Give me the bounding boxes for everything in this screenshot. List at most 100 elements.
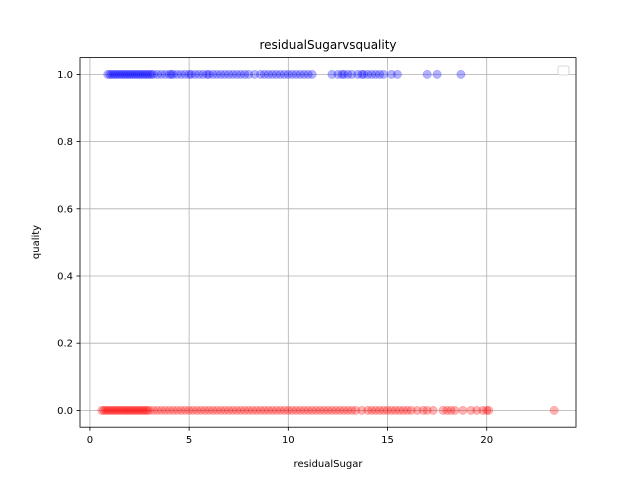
scatter-point <box>287 69 297 79</box>
scatter-point <box>446 405 456 415</box>
scatter-point <box>121 69 131 79</box>
scatter-point <box>391 405 400 415</box>
scatter-point <box>283 69 293 79</box>
scatter-point <box>156 405 166 415</box>
scatter-point <box>353 69 363 79</box>
x-axis-ticks: 0 5 10 15 20 <box>87 427 493 446</box>
scatter-point <box>418 405 428 415</box>
scatter-point <box>402 405 412 415</box>
scatter-point <box>176 405 186 415</box>
legend-box <box>557 65 570 76</box>
y-tick-label: 0.8 <box>57 137 73 148</box>
scatter-point <box>115 69 125 79</box>
scatter-point <box>194 69 204 79</box>
scatter-point <box>484 405 494 415</box>
scatter-point <box>307 69 317 79</box>
scatter-point <box>137 405 146 415</box>
scatter-point <box>111 69 121 79</box>
scatter-point <box>107 405 117 415</box>
scatter-point <box>156 69 166 79</box>
scatter-point <box>367 405 377 415</box>
scatter-point <box>135 69 144 79</box>
scatter-point <box>109 69 119 79</box>
scatter-point <box>299 405 309 415</box>
scatter-point <box>275 405 285 415</box>
scatter-point <box>264 405 273 415</box>
scatter-point <box>275 69 285 79</box>
scatter-point <box>442 405 452 415</box>
scatter-point <box>357 69 367 79</box>
scatter-point <box>383 405 392 415</box>
scatter-point <box>428 405 438 415</box>
scatter-point <box>291 405 301 415</box>
scatter-point <box>375 69 385 79</box>
scatter-point <box>295 405 305 415</box>
scatter-point <box>291 69 301 79</box>
scatter-point <box>236 69 246 79</box>
scatter-point <box>129 405 139 415</box>
scatter-point <box>152 405 162 415</box>
scatter-point <box>264 69 273 79</box>
scatter-point <box>172 69 182 79</box>
scatter-point <box>192 405 202 415</box>
y-tick-label: 0.6 <box>57 204 73 215</box>
scatter-point <box>135 405 144 415</box>
scatter-point <box>267 405 277 415</box>
scatter-point <box>146 69 156 79</box>
scatter-point <box>279 69 289 79</box>
scatter-point <box>271 405 281 415</box>
scatter-point <box>351 405 361 415</box>
scatter-point <box>113 405 123 415</box>
scatter-point <box>220 405 230 415</box>
scatter-point <box>363 405 373 415</box>
y-tick-label: 0.0 <box>57 406 73 417</box>
scatter-point <box>357 405 367 415</box>
scatter-point <box>367 69 377 79</box>
scatter-point <box>121 405 131 415</box>
scatter-point <box>117 69 127 79</box>
scatter-point <box>144 405 154 415</box>
scatter-point <box>133 405 142 415</box>
scatter-point <box>186 69 196 79</box>
scatter-point <box>200 405 210 415</box>
scatter-point <box>387 69 396 79</box>
scatter-point <box>198 69 208 79</box>
scatter-point <box>131 405 141 415</box>
scatter-point <box>216 405 226 415</box>
scatter-point <box>180 69 190 79</box>
scatter-point <box>204 405 214 415</box>
y-tick-label: 0.2 <box>57 339 73 350</box>
scatter-point <box>260 405 269 415</box>
scatter-point <box>127 405 137 415</box>
scatter-point <box>327 69 337 79</box>
scatter-point <box>212 405 222 415</box>
scatter-point <box>252 405 262 415</box>
scatter-point <box>256 69 265 79</box>
scatter-point <box>123 69 133 79</box>
x-tick-label: 15 <box>381 435 394 446</box>
scatter-point <box>144 69 154 79</box>
scatter-point <box>303 69 313 79</box>
scatter-point <box>343 69 353 79</box>
scatter-point <box>164 69 174 79</box>
scatter-point <box>392 69 402 79</box>
scatter-point <box>160 69 170 79</box>
scatter-point <box>115 405 125 415</box>
scatter-point <box>131 69 141 79</box>
scatter-point <box>240 69 250 79</box>
scatter-point <box>375 405 385 415</box>
scatter-point <box>394 405 404 415</box>
scatter-point <box>337 69 347 79</box>
scatter-point <box>220 69 230 79</box>
scatter-point <box>267 69 277 79</box>
scatter-point <box>422 405 432 415</box>
scatter-point <box>168 405 178 415</box>
scatter-point <box>359 69 369 79</box>
scatter-point <box>335 405 345 415</box>
scatter-point <box>339 405 349 415</box>
scatter-point <box>125 405 135 415</box>
scatter-point <box>260 69 269 79</box>
axes-frame <box>79 57 577 428</box>
scatter-point <box>190 69 200 79</box>
